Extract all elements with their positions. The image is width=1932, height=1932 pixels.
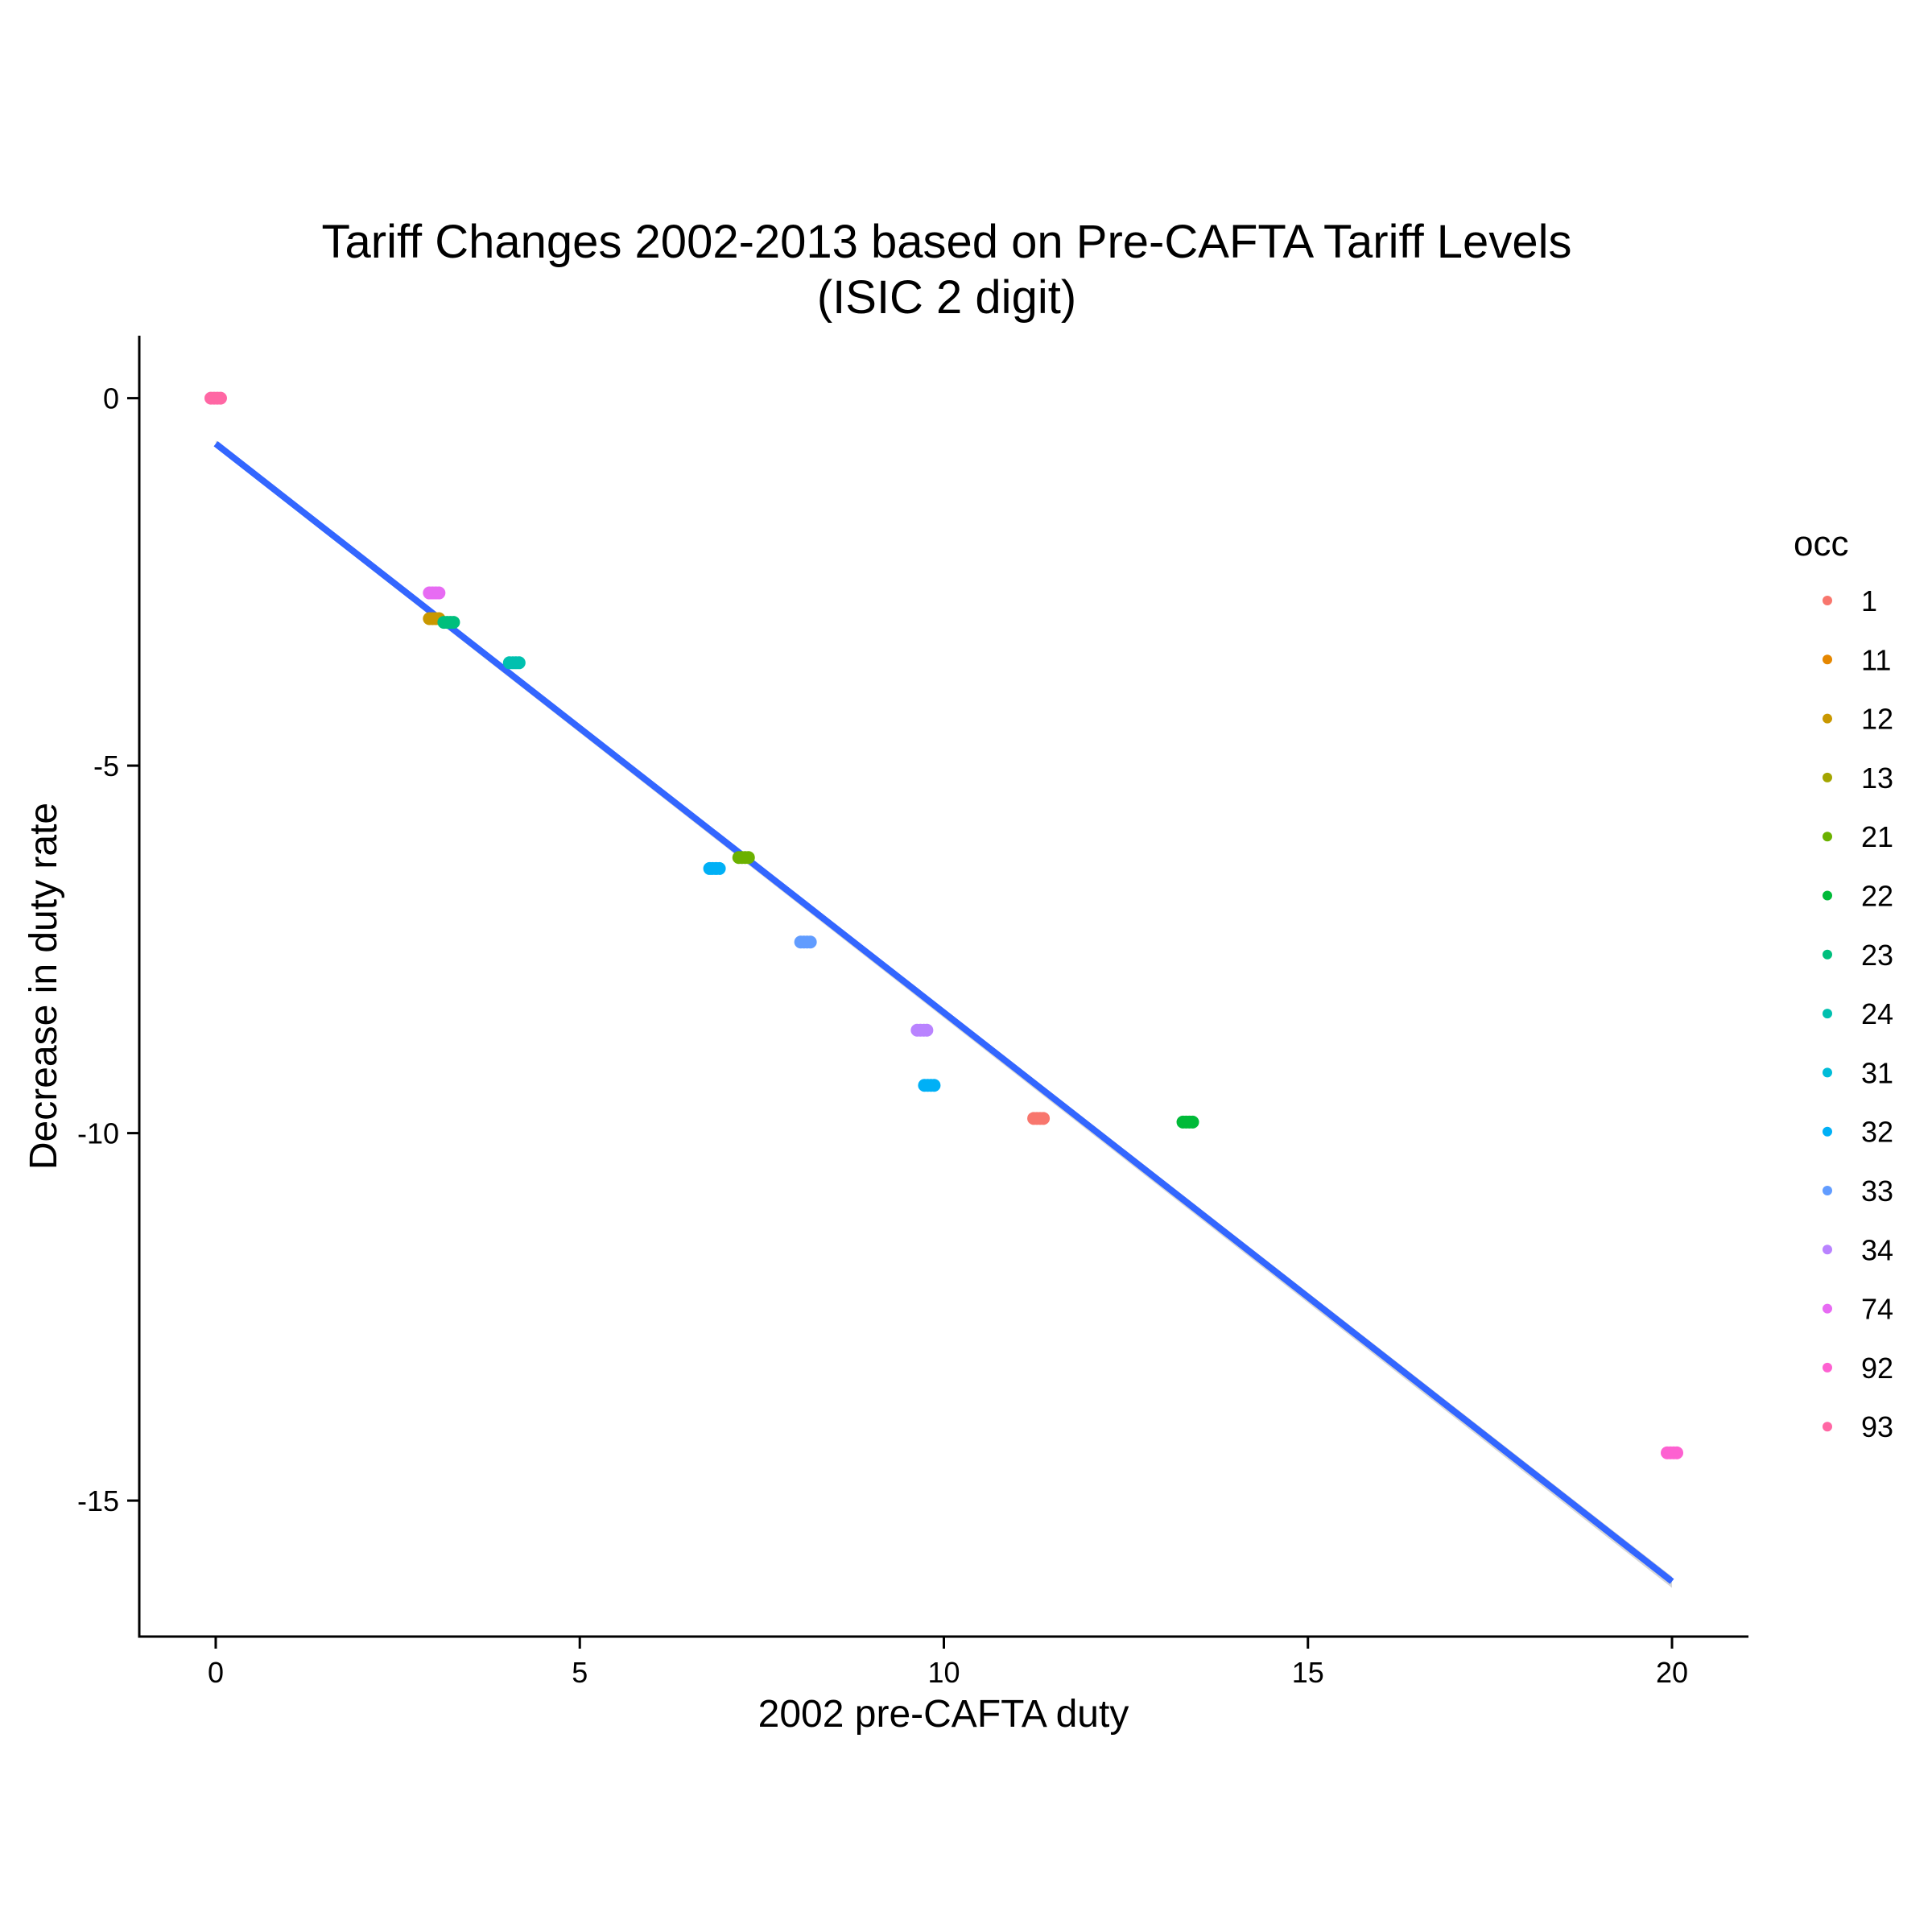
y-tick-label: -5 bbox=[93, 749, 119, 782]
legend-item-occ-1: 1 bbox=[1823, 584, 1877, 617]
legend-item-occ-11: 11 bbox=[1823, 643, 1891, 676]
legend-label: 32 bbox=[1861, 1116, 1893, 1149]
points-layer bbox=[204, 391, 1684, 1459]
legend-item-occ-92: 92 bbox=[1823, 1352, 1893, 1385]
fit-layer bbox=[213, 440, 1674, 1588]
data-point-occ-34 bbox=[910, 1023, 934, 1037]
legend-label: 1 bbox=[1861, 584, 1877, 617]
legend-label: 74 bbox=[1861, 1293, 1893, 1326]
plot-area bbox=[204, 391, 1684, 1588]
x-axis-label: 2002 pre-CAFTA duty bbox=[758, 1693, 1129, 1736]
data-point-occ-1 bbox=[1027, 1112, 1051, 1125]
legend-label: 22 bbox=[1861, 880, 1893, 913]
legend-key bbox=[1823, 890, 1832, 901]
x-tick-label: 15 bbox=[1292, 1656, 1324, 1689]
y-axis-label: Decrease in duty rate bbox=[23, 803, 65, 1170]
legend-item-occ-21: 21 bbox=[1823, 820, 1893, 853]
legend-key bbox=[1823, 1362, 1832, 1373]
y-tick-label: 0 bbox=[103, 382, 119, 415]
legend-key bbox=[1823, 832, 1832, 842]
x-tick-label: 20 bbox=[1656, 1656, 1688, 1689]
chart-title-line-2: (ISIC 2 digit) bbox=[817, 271, 1076, 324]
x-axis-ticks: 0 5 10 15 20 bbox=[208, 1637, 1688, 1689]
data-point-occ-24 bbox=[502, 656, 526, 670]
legend-key bbox=[1823, 1067, 1832, 1078]
legend-label: 11 bbox=[1861, 643, 1891, 676]
legend-item-occ-23: 23 bbox=[1823, 939, 1893, 972]
legend-label: 21 bbox=[1861, 820, 1893, 853]
legend-item-occ-32: 32 bbox=[1823, 1116, 1893, 1149]
legend-key bbox=[1823, 1009, 1832, 1019]
legend-label: 23 bbox=[1861, 939, 1893, 972]
legend-key bbox=[1823, 1186, 1832, 1195]
legend-item-occ-24: 24 bbox=[1823, 997, 1893, 1030]
legend-key bbox=[1823, 949, 1832, 960]
legend-item-occ-13: 13 bbox=[1823, 762, 1893, 795]
x-tick-label: 0 bbox=[208, 1656, 224, 1689]
data-point-occ-32 bbox=[918, 1079, 941, 1092]
legend-key bbox=[1823, 654, 1832, 665]
fit-line bbox=[213, 441, 1674, 1584]
legend-item-occ-12: 12 bbox=[1823, 703, 1893, 736]
data-point-occ-93 bbox=[204, 391, 227, 405]
legend-label: 93 bbox=[1861, 1410, 1893, 1443]
legend-label: 24 bbox=[1861, 997, 1893, 1030]
legend-item-occ-22: 22 bbox=[1823, 880, 1893, 913]
data-point-occ-23 bbox=[437, 616, 460, 630]
legend-title: occ bbox=[1794, 524, 1848, 564]
legend-key bbox=[1823, 1245, 1832, 1255]
y-tick-label: -15 bbox=[77, 1484, 119, 1517]
legend-item-occ-34: 34 bbox=[1823, 1233, 1893, 1266]
legend-key bbox=[1823, 1126, 1832, 1137]
legend-key bbox=[1823, 1422, 1832, 1432]
legend-item-occ-93: 93 bbox=[1823, 1410, 1893, 1443]
legend-label: 31 bbox=[1861, 1056, 1893, 1089]
x-tick-label: 10 bbox=[927, 1656, 960, 1689]
data-point-occ-21 bbox=[732, 851, 755, 865]
legend-item-occ-33: 33 bbox=[1823, 1174, 1893, 1208]
legend-label: 33 bbox=[1861, 1174, 1893, 1208]
legend-key bbox=[1823, 1303, 1832, 1314]
legend-item-occ-31: 31 bbox=[1823, 1056, 1893, 1089]
legend-key bbox=[1823, 713, 1832, 724]
data-point-occ-33 bbox=[794, 935, 817, 949]
legend-label: 12 bbox=[1861, 703, 1893, 736]
legend-label: 34 bbox=[1861, 1233, 1893, 1266]
data-point-occ-22 bbox=[1176, 1115, 1199, 1129]
data-point-occ-74 bbox=[423, 586, 446, 600]
legend-key bbox=[1823, 772, 1832, 782]
chart-title-line-1: Tariff Changes 2002-2013 based on Pre-CA… bbox=[322, 216, 1572, 268]
legend-label: 13 bbox=[1861, 762, 1893, 795]
legend-key bbox=[1823, 596, 1832, 605]
data-point-occ-32 bbox=[703, 861, 726, 875]
data-point-occ-92 bbox=[1661, 1446, 1684, 1459]
legend-item-occ-74: 74 bbox=[1823, 1293, 1893, 1326]
y-tick-label: -10 bbox=[77, 1117, 119, 1150]
x-tick-label: 5 bbox=[572, 1656, 588, 1689]
y-axis-ticks: 0 -5 -10 -15 bbox=[77, 382, 139, 1517]
legend-label: 92 bbox=[1861, 1352, 1893, 1385]
